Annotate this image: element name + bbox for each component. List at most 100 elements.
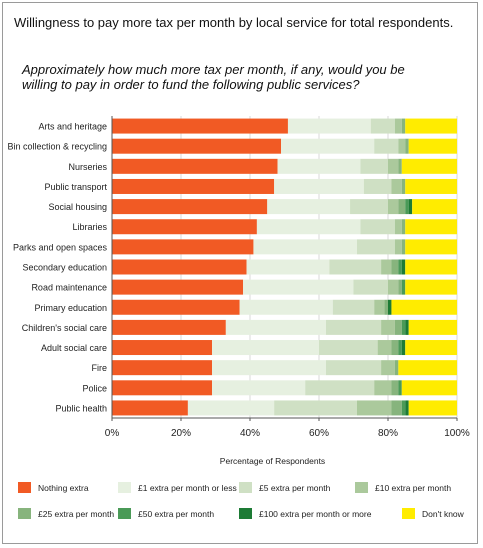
- bar-segment: [401, 400, 406, 416]
- bar-segment: [281, 138, 375, 154]
- bar-segment: [305, 380, 375, 396]
- bar-segment: [388, 279, 399, 295]
- x-tick-label: 40%: [240, 428, 260, 439]
- bar-segment: [325, 319, 382, 335]
- bar-segment: [405, 319, 409, 335]
- survey-question: Approximately how much more tax per mont…: [22, 62, 405, 92]
- bar-segment: [112, 319, 226, 335]
- x-tick-label: 80%: [378, 428, 398, 439]
- legend-label: £1 extra per month or less: [138, 482, 237, 493]
- bar-segment: [384, 299, 388, 315]
- bar-segment: [377, 340, 392, 356]
- legend-label: £5 extra per month: [259, 482, 331, 493]
- bar-segment: [246, 259, 330, 275]
- bar-segment: [398, 138, 406, 154]
- legend-swatch: [239, 482, 252, 493]
- bar-segment: [405, 199, 409, 215]
- legend-swatch: [18, 508, 31, 519]
- bar-segment: [381, 259, 392, 275]
- x-tick-label: 100%: [444, 428, 470, 439]
- bar-segment: [405, 340, 457, 356]
- category-label: Children's social care: [22, 323, 107, 333]
- bar-segment: [356, 400, 392, 416]
- bar-segment: [329, 259, 382, 275]
- bar-segment: [401, 380, 457, 396]
- bar-segment: [398, 340, 402, 356]
- bar-segment: [398, 199, 406, 215]
- bar-segment: [187, 400, 275, 416]
- bar-segment: [394, 239, 402, 255]
- bar-segment: [394, 319, 402, 335]
- legend-swatch: [239, 508, 252, 519]
- bar-segment: [398, 279, 402, 295]
- x-tick-label: 20%: [171, 428, 191, 439]
- bar-segment: [360, 158, 388, 174]
- bar-segment: [267, 199, 351, 215]
- bar-segment: [112, 239, 254, 255]
- bar-segment: [112, 219, 257, 235]
- bar-segment: [401, 279, 406, 295]
- legend-swatch: [18, 482, 31, 493]
- legend-swatch: [402, 508, 415, 519]
- bar-segment: [401, 239, 406, 255]
- category-label: Police: [82, 383, 107, 393]
- bar-segment: [112, 340, 213, 356]
- bar-segment: [112, 199, 268, 215]
- legend-label: £50 extra per month: [138, 508, 215, 519]
- bar-segment: [401, 340, 406, 356]
- bar-segment: [391, 340, 399, 356]
- chart-title: Willingness to pay more tax per month by…: [14, 15, 454, 30]
- bar-segment: [412, 199, 457, 215]
- category-label: Primary education: [34, 303, 107, 313]
- legend-label: £100 extra per month or more: [259, 508, 372, 519]
- legend-label: Don't know: [422, 508, 464, 519]
- legend-swatch: [118, 508, 131, 519]
- legend-label: £25 extra per month: [38, 508, 115, 519]
- bar-segment: [401, 219, 406, 235]
- bar-segment: [408, 400, 457, 416]
- bar-segment: [277, 158, 361, 174]
- bar-segment: [398, 360, 457, 376]
- category-label: Secondary education: [22, 263, 107, 273]
- bar-segment: [374, 380, 392, 396]
- bar-segment: [398, 158, 402, 174]
- bar-segment: [370, 118, 395, 134]
- bar-segment: [350, 199, 388, 215]
- bar-segment: [243, 279, 354, 295]
- bar-segment: [353, 279, 388, 295]
- bar-segment: [112, 158, 278, 174]
- bar-segment: [401, 118, 406, 134]
- bar-segment: [405, 279, 457, 295]
- bar-segment: [398, 380, 402, 396]
- bar-segment: [405, 239, 457, 255]
- bar-segment: [394, 219, 402, 235]
- legend-swatch: [355, 482, 368, 493]
- bar-segment: [408, 199, 413, 215]
- bar-segment: [274, 178, 364, 194]
- bar-segment: [391, 178, 402, 194]
- bar-segment: [381, 319, 395, 335]
- bar-segment: [388, 158, 399, 174]
- x-axis-title: Percentage of Respondents: [220, 456, 325, 466]
- legend-item: Don't know: [402, 508, 464, 519]
- category-label: Nurseries: [68, 162, 107, 172]
- legend-label: £10 extra per month: [375, 482, 452, 493]
- x-tick-label: 60%: [309, 428, 329, 439]
- category-label: Social housing: [48, 202, 107, 212]
- bar-segment: [287, 118, 371, 134]
- bar-segment: [388, 299, 392, 315]
- category-label: Road maintenance: [31, 283, 107, 293]
- bar-segment: [212, 380, 306, 396]
- category-label: Arts and heritage: [38, 122, 107, 132]
- bar-segment: [332, 299, 375, 315]
- bar-segment: [405, 400, 409, 416]
- bar-segment: [112, 360, 213, 376]
- bar-segment: [363, 178, 392, 194]
- bar-segment: [360, 219, 395, 235]
- bar-segment: [401, 319, 406, 335]
- bar-segment: [112, 400, 188, 416]
- bar-segment: [405, 178, 457, 194]
- bar-segment: [112, 259, 247, 275]
- bar-segment: [405, 219, 457, 235]
